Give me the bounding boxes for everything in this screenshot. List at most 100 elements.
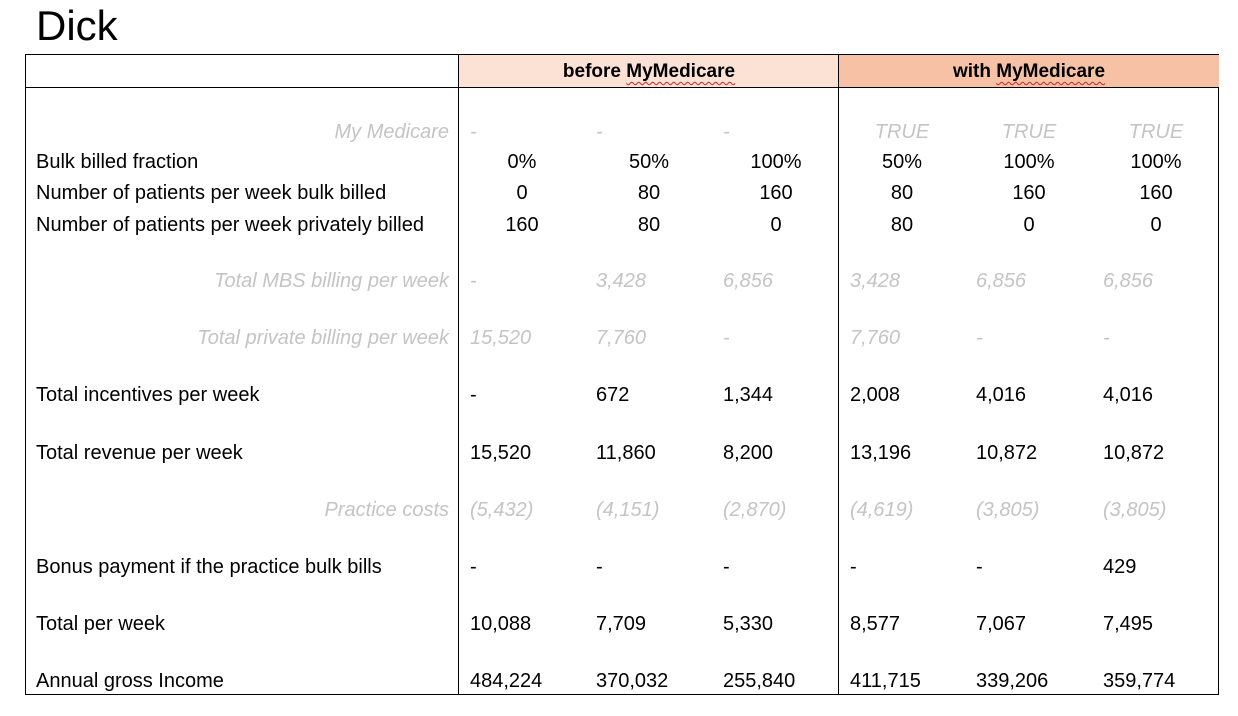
table-cell: 160 bbox=[1012, 182, 1046, 204]
table-cell: 6,856 bbox=[723, 270, 774, 292]
table-cell: - bbox=[723, 327, 730, 349]
table-cell: 370,032 bbox=[596, 670, 669, 692]
table-cell: 80 bbox=[890, 182, 914, 204]
table-cell: 0 bbox=[516, 182, 528, 204]
table-cell: 100% bbox=[1003, 151, 1055, 173]
table-cell: 2,008 bbox=[850, 384, 901, 406]
table-cell: 160 bbox=[1139, 182, 1173, 204]
table-cell: 10,872 bbox=[1103, 442, 1165, 464]
row-label: Total MBS billing per week bbox=[214, 270, 449, 292]
table-cell: 339,206 bbox=[976, 670, 1049, 692]
table-cell: 0 bbox=[770, 214, 782, 236]
row-label: Bonus payment if the practice bulk bills bbox=[36, 556, 382, 578]
table-cell: - bbox=[470, 270, 477, 292]
table-cell: 4,016 bbox=[1103, 384, 1154, 406]
table-cell: 4,016 bbox=[976, 384, 1027, 406]
row-label: Total per week bbox=[36, 613, 165, 635]
row-label: Bulk billed fraction bbox=[36, 151, 199, 173]
table-cell: 3,428 bbox=[850, 270, 901, 292]
table-cell: 8,577 bbox=[850, 613, 901, 635]
table-cell: 0 bbox=[1023, 214, 1035, 236]
table-cell: 80 bbox=[637, 214, 661, 236]
table-row: Total incentives per week - 672 1,344 2,008 4… bbox=[26, 381, 1218, 409]
table-cell: 255,840 bbox=[723, 670, 796, 692]
table-row: Total private billing per week 15,520 7,76… bbox=[26, 324, 1218, 352]
table-row: Total MBS billing per week - 3,428 6,856 3,4… bbox=[26, 267, 1218, 295]
page-title: Dick bbox=[36, 2, 118, 49]
table-row: Total per week 10,088 7,709 5,330 8,577 7,067… bbox=[26, 610, 1218, 638]
table-cell: 8,200 bbox=[723, 442, 774, 464]
table-cell: 429 bbox=[1103, 556, 1137, 578]
table-cell: - bbox=[470, 384, 477, 406]
row-label: Total private billing per week bbox=[197, 327, 449, 349]
table-cell: - bbox=[470, 556, 477, 578]
table-cell: - bbox=[1103, 327, 1110, 349]
table-cell: - bbox=[723, 121, 730, 143]
table-cell: 411,715 bbox=[850, 670, 921, 692]
table-cell: 6,856 bbox=[976, 270, 1027, 292]
row-label: Annual gross Income bbox=[36, 670, 224, 692]
table-cell: 80 bbox=[890, 214, 914, 236]
table-cell: TRUE bbox=[874, 121, 930, 143]
table-cell: 7,067 bbox=[976, 613, 1027, 635]
table-cell: 0% bbox=[507, 151, 537, 173]
table-cell: 100% bbox=[1130, 151, 1182, 173]
table-cell: 7,495 bbox=[1103, 613, 1154, 635]
table-cell: (4,151) bbox=[596, 499, 660, 521]
header-with-prefix: with bbox=[952, 61, 997, 82]
table-row: Number of patients per week privately bi… bbox=[26, 211, 1218, 239]
table-cell: - bbox=[723, 556, 730, 578]
table-cell: 15,520 bbox=[470, 442, 532, 464]
table-row: Bulk billed fraction 0% 50% 100% 50% 100% 100% bbox=[26, 148, 1218, 176]
header-before-mymedicare: before MyMedicare bbox=[459, 55, 839, 88]
table-cell: 160 bbox=[759, 182, 793, 204]
divider-label-column bbox=[458, 55, 459, 694]
table-row: Bonus payment if the practice bulk bills… bbox=[26, 553, 1218, 581]
table-cell: 15,520 bbox=[470, 327, 532, 349]
table-cell: - bbox=[976, 556, 983, 578]
table-cell: 7,709 bbox=[596, 613, 647, 635]
header-before-brand: MyMedicare bbox=[626, 61, 736, 82]
table-row: Total revenue per week 15,520 11,860 8,200 1… bbox=[26, 439, 1218, 467]
row-label: My Medicare bbox=[334, 121, 449, 143]
header-before-band bbox=[459, 55, 839, 88]
header-with-band bbox=[839, 55, 1219, 88]
divider-scenario-groups bbox=[838, 55, 839, 694]
table-cell: 10,088 bbox=[470, 613, 532, 635]
table-cell: (5,432) bbox=[470, 499, 534, 521]
table-cell: 10,872 bbox=[976, 442, 1038, 464]
table-cell: 1,344 bbox=[723, 384, 774, 406]
table-cell: - bbox=[976, 327, 983, 349]
table-cell: - bbox=[850, 556, 857, 578]
table-cell: 50% bbox=[628, 151, 670, 173]
table-cell: 50% bbox=[881, 151, 923, 173]
table-cell: 80 bbox=[637, 182, 661, 204]
table-cell: TRUE bbox=[1128, 121, 1184, 143]
table-cell: 13,196 bbox=[850, 442, 912, 464]
table-row: Number of patients per week bulk billed 0… bbox=[26, 179, 1218, 207]
table-row: My Medicare - - - TRUE TRUE TRUE bbox=[26, 118, 1218, 146]
table-cell: TRUE bbox=[1001, 121, 1057, 143]
row-label: Total incentives per week bbox=[36, 384, 260, 406]
table-cell: - bbox=[470, 121, 477, 143]
table-cell: (4,619) bbox=[850, 499, 914, 521]
table-cell: 100% bbox=[750, 151, 802, 173]
header-blank bbox=[26, 55, 459, 88]
table-cell: 3,428 bbox=[596, 270, 647, 292]
row-label: Number of patients per week bulk billed bbox=[36, 182, 387, 204]
table-cell: (2,870) bbox=[723, 499, 787, 521]
table-cell: 6,856 bbox=[1103, 270, 1154, 292]
table-cell: 160 bbox=[505, 214, 539, 236]
header-with-brand: MyMedicare bbox=[996, 61, 1106, 82]
header-before-prefix: before bbox=[562, 61, 627, 82]
table-row: Practice costs (5,432) (4,151) (2,870) (4,61… bbox=[26, 496, 1218, 524]
table-cell: 5,330 bbox=[723, 613, 774, 635]
table-cell: 11,860 bbox=[596, 442, 656, 464]
table-cell: 672 bbox=[596, 384, 630, 406]
table-cell: - bbox=[596, 121, 603, 143]
table-cell: 7,760 bbox=[596, 327, 647, 349]
table-cell: 484,224 bbox=[470, 670, 543, 692]
table-cell: 7,760 bbox=[850, 327, 901, 349]
header-with-mymedicare: with MyMedicare bbox=[839, 55, 1219, 88]
table-cell: 359,774 bbox=[1103, 670, 1176, 692]
